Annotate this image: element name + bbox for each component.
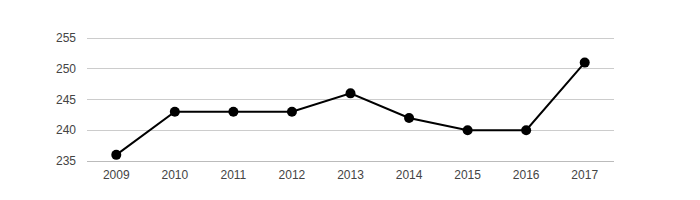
x-tick-label: 2014 [396,168,423,182]
chart-container: 235 240 245 250 255 2009 2010 2011 2012 2013 2014 2… [0,0,700,200]
data-point [463,125,473,135]
data-point [228,107,238,117]
y-tick-label: 235 [56,154,76,168]
grid-line [87,130,614,131]
x-tick-label: 2012 [279,168,306,182]
x-tick-label: 2017 [571,168,598,182]
data-point [346,88,356,98]
x-tick-label: 2015 [454,168,481,182]
y-tick-label: 250 [56,62,76,76]
grid-line [87,99,614,100]
x-tick-label: 2016 [513,168,540,182]
x-tick-label: 2013 [337,168,364,182]
y-tick-label: 240 [56,123,76,137]
grid-line [87,68,614,69]
chart: 235 240 245 250 255 2009 2010 2011 2012 2013 2014 2… [0,0,700,200]
x-tick-label: 2010 [161,168,188,182]
x-tick-label: 2009 [103,168,130,182]
y-tick-label: 255 [56,31,76,45]
axis-line [87,161,614,162]
data-point [404,113,414,123]
data-point [580,58,590,68]
grid-line [87,38,614,39]
data-point [111,150,121,160]
data-point [287,107,297,117]
data-point [170,107,180,117]
plot-area [111,58,589,160]
data-point [521,125,531,135]
data-line [116,63,584,155]
x-tick-label: 2011 [220,168,246,182]
y-tick-label: 245 [56,93,76,107]
